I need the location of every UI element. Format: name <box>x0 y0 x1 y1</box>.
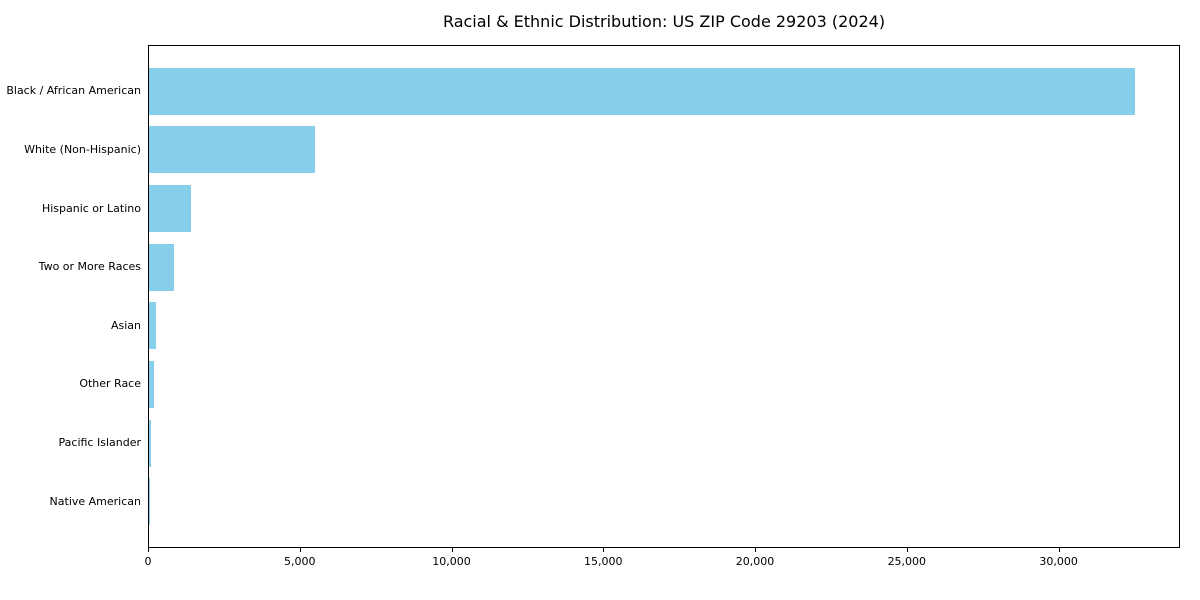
bar-pacific-islander <box>149 419 151 467</box>
bar-other-race <box>149 360 154 408</box>
bar-asian <box>149 302 156 350</box>
bar-black-african-american <box>149 67 1136 115</box>
y-tick-label-pacific-islander: Pacific Islander <box>58 436 141 450</box>
plot-area <box>148 45 1180 548</box>
x-tick-mark-30000 <box>1058 548 1060 552</box>
bar-hispanic-or-latino <box>149 185 192 232</box>
y-tick-label-asian: Asian <box>110 318 141 332</box>
bar-white-non-hispanic <box>149 126 316 174</box>
y-tick-label-other-race: Other Race <box>79 377 141 391</box>
x-tick-label-15000: 15,000 <box>584 555 623 568</box>
x-tick-label-30000: 30,000 <box>1039 555 1078 568</box>
x-tick-mark-25000 <box>906 548 908 552</box>
bar-native-american <box>149 478 150 526</box>
y-tick-label-hispanic-or-latino: Hispanic or Latino <box>41 201 141 215</box>
y-tick-label-white-non-hispanic: White (Non-Hispanic) <box>24 142 141 156</box>
x-tick-mark-0 <box>148 548 149 552</box>
x-tick-mark-20000 <box>755 548 757 552</box>
x-tick-mark-10000 <box>451 548 453 552</box>
y-tick-label-black-african-american: Black / African American <box>6 84 141 98</box>
x-tick-mark-5000 <box>299 548 301 552</box>
y-tick-label-two-or-more-races: Two or More Races <box>38 260 141 274</box>
x-tick-mark-15000 <box>603 548 605 552</box>
x-tick-label-5000: 5,000 <box>284 555 316 568</box>
y-tick-label-native-american: Native American <box>49 494 141 508</box>
x-tick-label-25000: 25,000 <box>887 555 927 568</box>
chart-title: Racial & Ethnic Distribution: US ZIP Cod… <box>442 12 886 31</box>
x-tick-label-20000: 20,000 <box>735 555 775 568</box>
x-tick-label-0: 0 <box>144 555 152 568</box>
x-tick-label-10000: 10,000 <box>432 555 471 568</box>
bar-two-or-more-races <box>149 243 174 291</box>
